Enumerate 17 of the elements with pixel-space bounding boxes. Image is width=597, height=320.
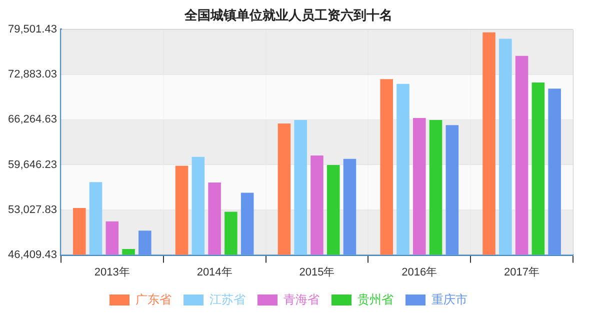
- y-tick-label: 66,264.63: [8, 114, 57, 126]
- y-tick-label: 53,027.83: [8, 204, 57, 216]
- y-tick-label: 72,883.03: [8, 68, 57, 81]
- y-tick-label: 46,409.43: [8, 248, 57, 261]
- y-tick-label: 59,646.23: [8, 158, 57, 171]
- legend-label: 青海省: [284, 292, 320, 306]
- x-tick-label: 2015年: [299, 266, 335, 278]
- legend-label: 广东省: [136, 292, 172, 306]
- chart-title: 全国城镇单位就业人员工资六到十名: [184, 7, 392, 22]
- legend-label: 重庆市: [432, 292, 468, 306]
- x-tick-label: 2014年: [196, 266, 232, 278]
- y-tick-label: 79,501.43: [8, 24, 57, 36]
- x-tick-label: 2017年: [504, 266, 540, 278]
- legend-label: 贵州省: [358, 292, 394, 306]
- x-tick-label: 2016年: [402, 266, 438, 278]
- x-tick-label: 2013年: [94, 266, 130, 278]
- legend-label: 江苏省: [210, 292, 246, 306]
